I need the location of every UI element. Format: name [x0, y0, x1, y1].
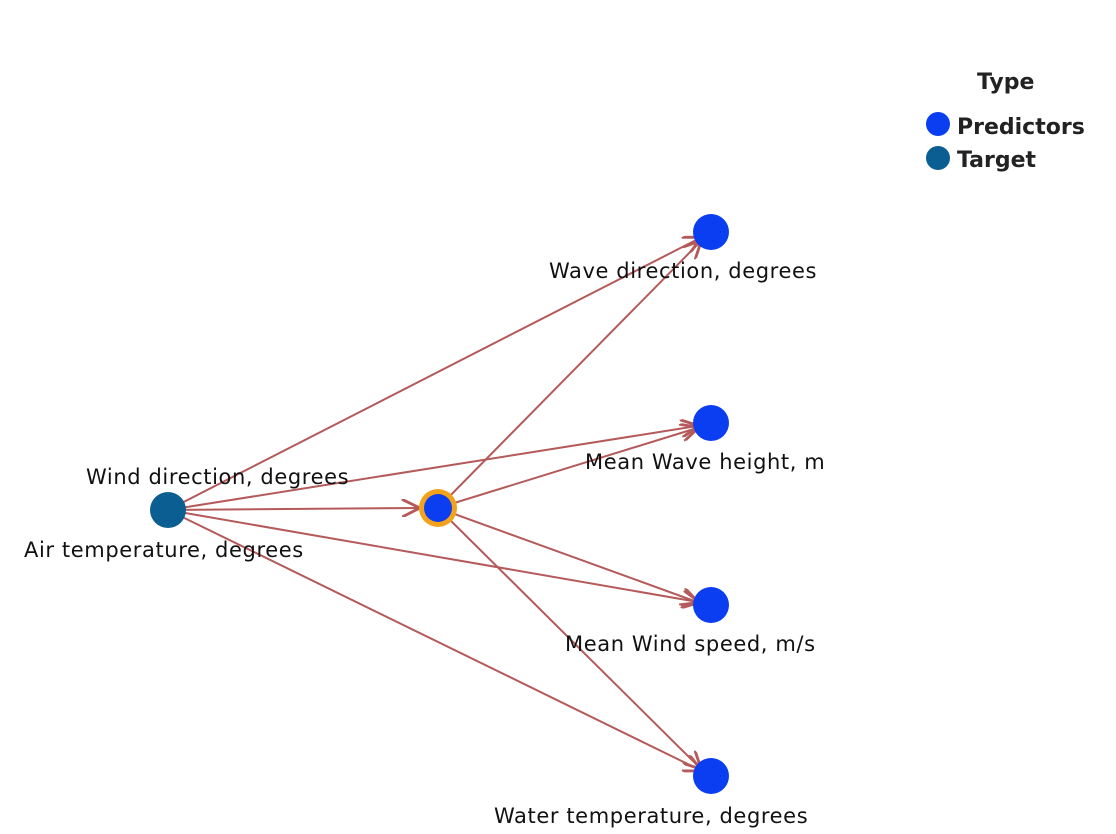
node-water-temperature[interactable] — [693, 758, 729, 794]
node-source[interactable] — [150, 492, 186, 528]
label-group: Wind direction, degrees Air temperature,… — [24, 259, 825, 828]
node-wave-height[interactable] — [693, 405, 729, 441]
edge-hub-water-temperature — [437, 507, 700, 768]
edge-source-wave-height — [167, 426, 697, 511]
node-hub[interactable] — [424, 494, 452, 522]
edge-hub-wave-direction — [437, 242, 700, 509]
edge-source-hub — [167, 508, 418, 510]
edge-hub-wind-speed — [437, 507, 697, 602]
edge-source-wave-direction — [167, 238, 700, 511]
label-wave-height: Mean Wave height, m — [585, 450, 825, 474]
legend-label-predictors: Predictors — [957, 115, 1085, 140]
node-wave-direction[interactable] — [693, 214, 729, 250]
legend-swatch-predictors — [926, 112, 950, 136]
legend-swatch-target — [926, 146, 950, 170]
label-wave-direction: Wave direction, degrees — [549, 259, 817, 283]
edge-hub-wave-height — [437, 428, 697, 509]
edge-group — [167, 238, 700, 770]
legend-title: Type — [977, 70, 1034, 95]
edge-source-water-temperature — [167, 509, 700, 770]
label-wind-direction: Wind direction, degrees — [86, 465, 349, 489]
legend: Type Predictors Target — [926, 70, 1085, 173]
label-wind-speed: Mean Wind speed, m/s — [565, 632, 816, 656]
label-water-temperature: Water temperature, degrees — [494, 804, 808, 828]
label-air-temperature: Air temperature, degrees — [24, 538, 304, 562]
node-wind-speed[interactable] — [693, 587, 729, 623]
node-group — [150, 214, 729, 794]
edge-source-wind-speed — [167, 509, 698, 602]
legend-label-target: Target — [957, 148, 1037, 173]
